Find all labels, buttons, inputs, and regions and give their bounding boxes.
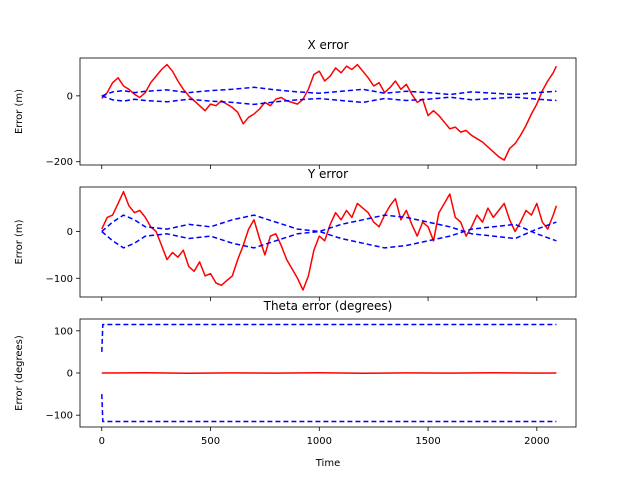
panel-title: X error xyxy=(307,38,348,52)
series-line-error-0 xyxy=(101,63,558,161)
plot-frame xyxy=(79,186,577,298)
y-tick-label: 100 xyxy=(54,326,73,337)
theta-error-panel: 0 500 1000 1500 2000 −100 0 100 Theta error (deg… xyxy=(14,299,577,447)
series-line-bound-2 xyxy=(101,95,557,106)
series-group xyxy=(101,63,558,161)
x-error-panel: −200 0 X error Error (m) xyxy=(14,38,577,169)
x-tick-label: 2000 xyxy=(524,436,549,447)
series-line-bound-1 xyxy=(101,214,557,240)
y-tick-label: 0 xyxy=(67,227,73,238)
plot-frame xyxy=(79,57,577,166)
y-tick-label: −200 xyxy=(46,157,73,168)
x-tick-label: 500 xyxy=(201,436,220,447)
panel-title: Y error xyxy=(307,167,348,181)
series-group xyxy=(101,323,557,423)
series-line-bound-1 xyxy=(101,323,557,352)
series-line-bound-2 xyxy=(101,394,557,423)
series-line-bound-1 xyxy=(101,86,557,97)
x-tick-label: 0 xyxy=(99,436,105,447)
y-tick-label: −100 xyxy=(46,274,73,285)
panel-title: Theta error (degrees) xyxy=(263,299,393,313)
y-axis-label: Error (degrees) xyxy=(14,335,25,411)
x-axis-label: Time xyxy=(315,458,340,469)
y-tick-label: 0 xyxy=(67,369,73,380)
y-tick-label: 0 xyxy=(67,91,73,102)
y-tick-label: −100 xyxy=(46,411,73,422)
x-tick-label: 1500 xyxy=(415,436,440,447)
y-axis-label: Error (m) xyxy=(14,219,25,264)
series-group xyxy=(101,190,558,291)
y-error-panel: −100 0 Y error Error (m) xyxy=(14,167,577,301)
series-line-bound-2 xyxy=(101,223,557,249)
y-axis-label: Error (m) xyxy=(14,89,25,134)
x-tick-label: 1000 xyxy=(307,436,332,447)
series-line-error-0 xyxy=(101,190,558,291)
